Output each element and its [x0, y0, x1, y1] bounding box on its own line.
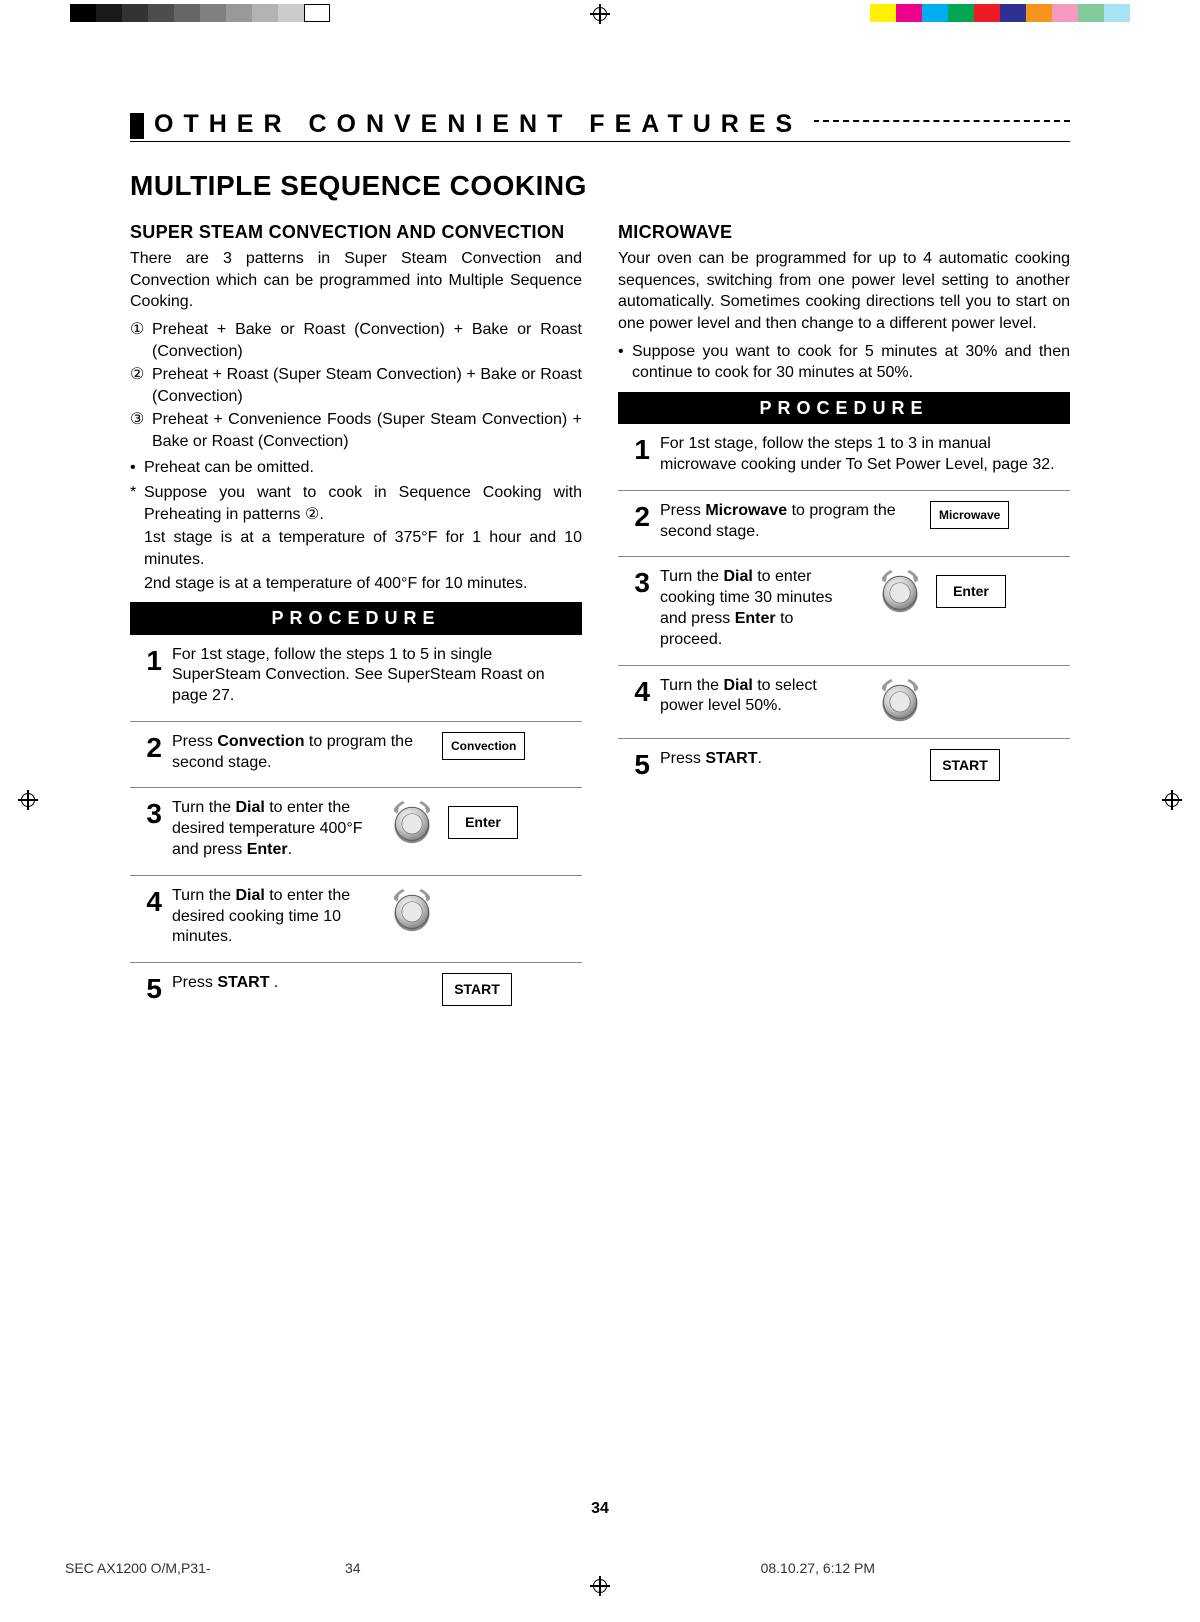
step-text: Press Convection to program the second s…	[172, 732, 432, 774]
step-number: 4	[622, 676, 650, 706]
dial-icon	[382, 886, 442, 934]
step-icons: START	[930, 749, 1000, 782]
step-text: Press START .	[172, 973, 432, 994]
right-subhead: MICROWAVE	[618, 220, 1070, 244]
step-number: 1	[134, 645, 162, 675]
registration-mark-top	[590, 4, 610, 24]
dial-icon	[870, 567, 930, 615]
step-text: Press START.	[660, 749, 920, 770]
pattern-item: ②Preheat + Roast (Super Steam Convection…	[130, 364, 582, 407]
registration-mark-right	[1162, 790, 1182, 810]
right-intro: Your oven can be programmed for up to 4 …	[618, 248, 1070, 334]
enter-button-graphic: Enter	[936, 575, 1006, 608]
step-text: Press Microwave to program the second st…	[660, 501, 920, 543]
procedure-step: 2 Press Convection to program the second …	[130, 722, 582, 789]
left-subhead: SUPER STEAM CONVECTION AND CONVECTION	[130, 220, 582, 244]
procedure-step: 4 Turn the Dial to select power level 50%…	[618, 666, 1070, 739]
footer-left: SEC AX1200 O/M,P31-	[65, 1560, 211, 1576]
footer-center: 34	[345, 1560, 361, 1576]
step-number: 3	[134, 798, 162, 828]
page-content: OTHER CONVENIENT FEATURES MULTIPLE SEQUE…	[130, 110, 1070, 1020]
dial-icon	[382, 798, 442, 846]
procedure-step: 1 For 1st stage, follow the steps 1 to 3 …	[618, 424, 1070, 491]
procedure-step: 5 Press START. START	[618, 739, 1070, 796]
step-text: Turn the Dial to enter the desired cooki…	[172, 886, 372, 948]
step-text: For 1st stage, follow the steps 1 to 5 i…	[172, 645, 574, 707]
procedure-header-left: PROCEDURE	[130, 602, 582, 634]
printer-color-bar-right	[870, 4, 1130, 22]
step-text: For 1st stage, follow the steps 1 to 3 i…	[660, 434, 1062, 476]
step-icons	[870, 676, 930, 724]
right-bullet-text: Suppose you want to cook for 5 minutes a…	[632, 341, 1070, 384]
footer-right: 08.10.27, 6:12 PM	[761, 1560, 1135, 1576]
step-text: Turn the Dial to enter cooking time 30 m…	[660, 567, 860, 650]
printer-color-bar-left	[70, 4, 330, 22]
step-number: 5	[622, 749, 650, 779]
page-title: MULTIPLE SEQUENCE COOKING	[130, 170, 1070, 202]
step-number: 3	[622, 567, 650, 597]
section-header: OTHER CONVENIENT FEATURES	[130, 110, 1070, 142]
footer: SEC AX1200 O/M,P31- 34 08.10.27, 6:12 PM	[65, 1560, 1135, 1576]
step-icons: START	[442, 973, 512, 1006]
procedure-step: 2 Press Microwave to program the second s…	[618, 491, 1070, 558]
left-suppose: *Suppose you want to cook in Sequence Co…	[130, 482, 582, 525]
procedure-header-right: PROCEDURE	[618, 392, 1070, 424]
step-number: 4	[134, 886, 162, 916]
dial-icon	[870, 676, 930, 724]
procedure-step: 5 Press START . START	[130, 963, 582, 1020]
step-icons: Enter	[382, 798, 518, 846]
step-icons: Microwave	[930, 501, 1009, 529]
right-bullet: •Suppose you want to cook for 5 minutes …	[618, 341, 1070, 384]
pattern-item: ①Preheat + Bake or Roast (Convection) + …	[130, 319, 582, 362]
start-button-graphic: START	[442, 973, 512, 1006]
microwave-button-graphic: Microwave	[930, 501, 1009, 529]
page-number: 34	[0, 1500, 1200, 1518]
left-stage1: 1st stage is at a temperature of 375°F f…	[144, 527, 582, 570]
step-icons: Convection	[442, 732, 525, 760]
step-text: Turn the Dial to enter the desired tempe…	[172, 798, 372, 860]
step-icons: Enter	[870, 567, 1006, 615]
registration-mark-bottom	[590, 1576, 610, 1596]
step-number: 1	[622, 434, 650, 464]
step-text: Turn the Dial to select power level 50%.	[660, 676, 860, 718]
left-stage2: 2nd stage is at a temperature of 400°F f…	[144, 573, 582, 595]
procedure-step: 3 Turn the Dial to enter the desired temp…	[130, 788, 582, 875]
left-suppose-text: Suppose you want to cook in Sequence Coo…	[144, 482, 582, 525]
procedure-step: 3 Turn the Dial to enter cooking time 30 …	[618, 557, 1070, 665]
left-bullet-text: Preheat can be omitted.	[144, 457, 582, 479]
left-bullet: •Preheat can be omitted.	[130, 457, 582, 479]
right-column: MICROWAVE Your oven can be programmed fo…	[618, 220, 1070, 1020]
pattern-item: ③Preheat + Convenience Foods (Super Stea…	[130, 409, 582, 452]
enter-button-graphic: Enter	[448, 806, 518, 839]
registration-mark-left	[18, 790, 38, 810]
step-number: 2	[134, 732, 162, 762]
left-column: SUPER STEAM CONVECTION AND CONVECTION Th…	[130, 220, 582, 1020]
step-number: 5	[134, 973, 162, 1003]
section-title: OTHER CONVENIENT FEATURES	[154, 110, 802, 139]
step-icons	[382, 886, 442, 934]
step-number: 2	[622, 501, 650, 531]
procedure-step: 1 For 1st stage, follow the steps 1 to 5 …	[130, 635, 582, 722]
convection-button-graphic: Convection	[442, 732, 525, 760]
left-intro: There are 3 patterns in Super Steam Conv…	[130, 248, 582, 313]
start-button-graphic: START	[930, 749, 1000, 782]
section-header-bar	[130, 113, 144, 139]
procedure-step: 4 Turn the Dial to enter the desired cook…	[130, 876, 582, 963]
